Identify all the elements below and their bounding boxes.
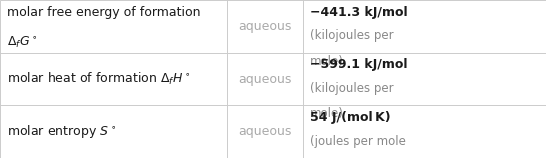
Text: molar heat of formation $\Delta_f H^\circ$: molar heat of formation $\Delta_f H^\cir…: [7, 71, 190, 87]
Text: (kilojoules per: (kilojoules per: [310, 29, 393, 42]
Text: $\Delta_f G^\circ$: $\Delta_f G^\circ$: [7, 35, 37, 50]
Text: (kilojoules per: (kilojoules per: [310, 82, 393, 95]
Text: mole): mole): [310, 107, 343, 120]
Text: −441.3 kJ/mol: −441.3 kJ/mol: [310, 6, 407, 19]
Text: molar free energy of formation: molar free energy of formation: [7, 6, 200, 19]
Text: aqueous: aqueous: [238, 20, 292, 33]
Text: aqueous: aqueous: [238, 125, 292, 138]
Text: molar entropy $S^\circ$: molar entropy $S^\circ$: [7, 123, 116, 140]
Text: (joules per mole: (joules per mole: [310, 135, 406, 148]
Text: aqueous: aqueous: [238, 73, 292, 85]
Text: mole): mole): [310, 55, 343, 68]
Text: −599.1 kJ/mol: −599.1 kJ/mol: [310, 58, 407, 71]
Text: 54 J/(mol K): 54 J/(mol K): [310, 111, 390, 124]
